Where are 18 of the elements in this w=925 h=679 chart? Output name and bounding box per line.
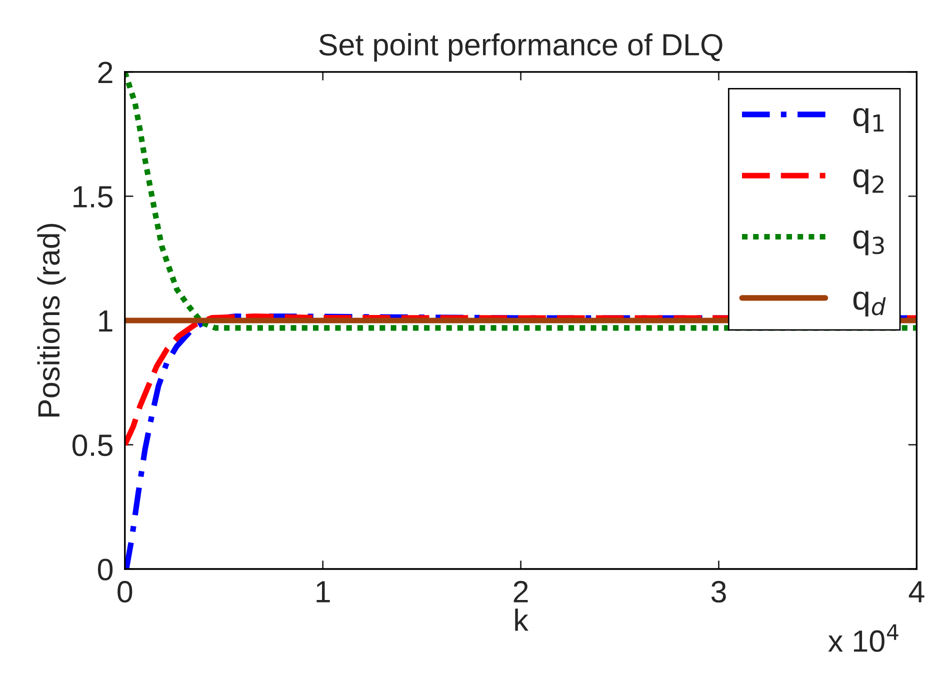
- legend-label: q$_{1}$: [853, 108, 884, 133]
- x-tick-label: 0: [118, 580, 132, 603]
- y-tick-label: 0: [98, 558, 113, 580]
- legend-label: q$_{3}$: [853, 230, 884, 256]
- legend-label: q$_{2}$: [853, 169, 884, 194]
- x-axis-title: k: [515, 608, 528, 631]
- x-tick-label: 4: [908, 581, 924, 602]
- y-tick-label: 1: [99, 310, 112, 332]
- x-tick-label: 1: [316, 581, 330, 602]
- text: x 10$^{4}$: [828, 624, 898, 652]
- y-tick-label: 0.5: [72, 434, 112, 456]
- legend-label: q$_{d}$: [853, 292, 886, 316]
- chart-title: Set point performance of DLQ: [319, 33, 722, 62]
- y-tick-label: 2: [98, 62, 112, 84]
- y-axis-title: Positions (rad): [37, 224, 66, 416]
- y-tick-label: 1.5: [74, 186, 112, 208]
- x-tick-label: 2: [514, 580, 528, 602]
- x-tick-label: 3: [711, 580, 726, 603]
